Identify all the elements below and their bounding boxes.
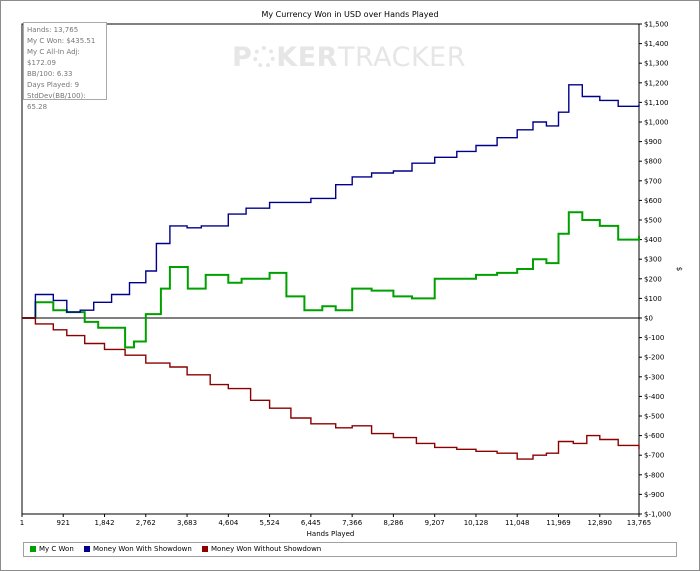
x-tick-label: 7,366 bbox=[342, 519, 363, 527]
legend-label: My C Won bbox=[39, 545, 74, 553]
legend-swatch bbox=[30, 546, 36, 552]
x-tick-label: 8,286 bbox=[383, 519, 404, 527]
y-axis-label: $ bbox=[675, 267, 683, 271]
chart-legend: My C Won Money Won With Showdown Money W… bbox=[23, 542, 677, 557]
y-tick-label: $400 bbox=[644, 236, 662, 244]
x-tick-label: 1,842 bbox=[95, 519, 115, 527]
x-tick-label: 13,765 bbox=[627, 519, 652, 527]
y-tick-label: $1,400 bbox=[644, 40, 669, 48]
y-tick-label: $-500 bbox=[644, 413, 664, 421]
y-tick-label: $-1,000 bbox=[644, 511, 671, 519]
y-tick-label: $1,500 bbox=[644, 21, 669, 29]
y-tick-label: $1,300 bbox=[644, 60, 669, 68]
series-line-without-showdown bbox=[22, 317, 640, 460]
y-tick-label: $1,200 bbox=[644, 79, 669, 87]
y-tick-label: $-300 bbox=[644, 373, 664, 381]
stat-stddev: StdDev(BB/100): 65.28 bbox=[27, 92, 86, 111]
x-tick-label: 12,890 bbox=[588, 519, 613, 527]
legend-label: Money Won Without Showdown bbox=[211, 545, 322, 553]
y-tick-label: $-100 bbox=[644, 334, 664, 342]
y-tick-label: $-700 bbox=[644, 452, 664, 460]
y-tick-label: $200 bbox=[644, 275, 662, 283]
watermark-tracker: TRACKER bbox=[337, 42, 467, 73]
stat-bb100: BB/100: 6.33 bbox=[27, 70, 73, 78]
legend-label: Money Won With Showdown bbox=[93, 545, 192, 553]
poker-chip-icon bbox=[253, 46, 276, 68]
legend-swatch bbox=[84, 546, 90, 552]
y-tick-label: $1,000 bbox=[644, 119, 669, 127]
stat-allin-adj: My C All-In Adj: $172.09 bbox=[27, 48, 80, 67]
x-tick-label: 11,048 bbox=[505, 519, 530, 527]
y-tick-label: $-400 bbox=[644, 393, 664, 401]
watermark-ker: KER bbox=[276, 42, 338, 73]
x-tick-label: 6,445 bbox=[301, 519, 321, 527]
legend-swatch bbox=[202, 546, 208, 552]
y-tick-label: $500 bbox=[644, 217, 662, 225]
x-tick-label: 3,683 bbox=[177, 519, 197, 527]
x-tick-label: 1 bbox=[20, 519, 24, 527]
pokertracker-watermark: P KERTRACKER bbox=[232, 42, 466, 73]
y-tick-label: $1,100 bbox=[644, 99, 669, 107]
y-tick-label: $900 bbox=[644, 138, 662, 146]
y-tick-label: $-200 bbox=[644, 354, 664, 362]
x-tick-label: 5,524 bbox=[260, 519, 281, 527]
x-axis-label: Hands Played bbox=[307, 530, 355, 538]
x-tick-label: 11,969 bbox=[546, 519, 571, 527]
y-tick-label: $-800 bbox=[644, 471, 664, 479]
y-tick-label: $600 bbox=[644, 197, 662, 205]
stats-box: Hands: 13,765 My C Won: $435.51 My C All… bbox=[23, 22, 107, 111]
stat-won: My C Won: $435.51 bbox=[27, 37, 96, 45]
y-tick-label: $0 bbox=[644, 315, 653, 323]
plot-area-border bbox=[21, 23, 640, 515]
x-tick-label: 10,128 bbox=[464, 519, 489, 527]
y-tick-label: $700 bbox=[644, 177, 662, 185]
x-tick-label: 921 bbox=[57, 519, 70, 527]
stat-hands: Hands: 13,765 bbox=[27, 26, 79, 34]
legend-item-non-showdown[interactable]: Money Won Without Showdown bbox=[202, 545, 321, 553]
legend-item-my-c-won[interactable]: My C Won bbox=[30, 545, 74, 553]
y-tick-label: $300 bbox=[644, 256, 662, 264]
x-tick-label: 4,604 bbox=[218, 519, 239, 527]
series-line-my-c-won bbox=[22, 211, 640, 349]
y-tick-label: $800 bbox=[644, 158, 662, 166]
watermark-letter-p: P bbox=[232, 42, 253, 73]
series-line-with-showdown bbox=[22, 84, 640, 319]
x-tick-label: 9,207 bbox=[425, 519, 445, 527]
y-tick-label: $100 bbox=[644, 295, 662, 303]
stat-days-played: Days Played: 9 bbox=[27, 81, 80, 89]
y-tick-label: $-600 bbox=[644, 432, 664, 440]
y-tick-label: $-900 bbox=[644, 491, 664, 499]
chart-title: My Currency Won in USD over Hands Played bbox=[261, 10, 439, 19]
x-tick-label: 2,762 bbox=[136, 519, 156, 527]
legend-item-showdown[interactable]: Money Won With Showdown bbox=[84, 545, 192, 553]
